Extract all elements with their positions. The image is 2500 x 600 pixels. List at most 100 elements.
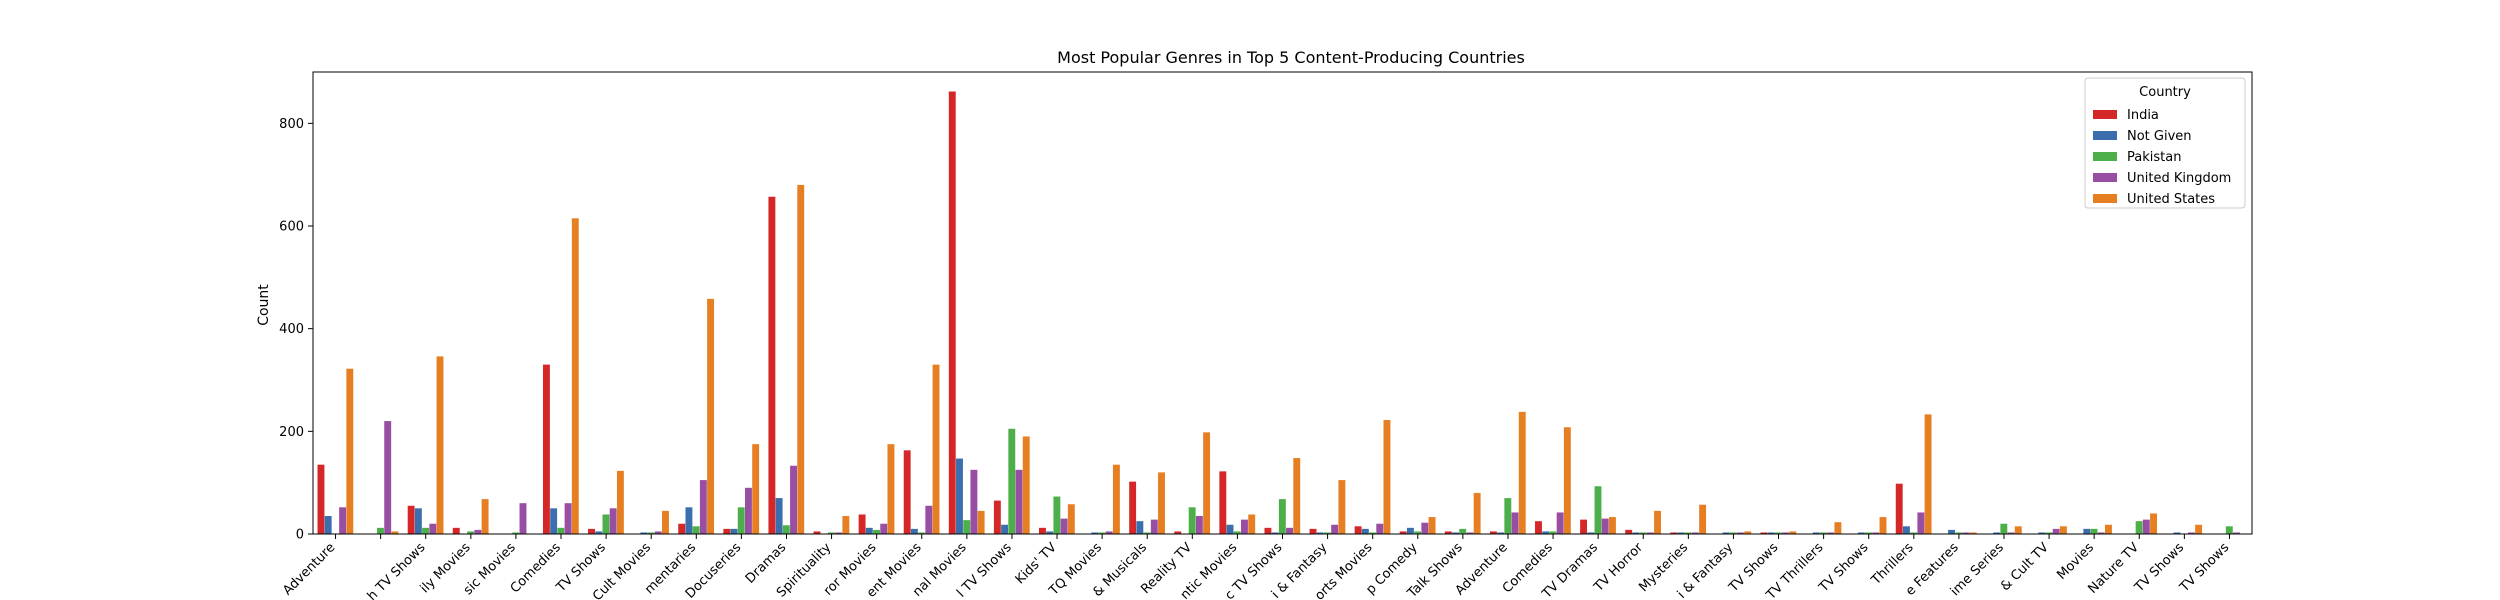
bar-united-kingdom-0 bbox=[339, 507, 347, 534]
bar-pakistan-21 bbox=[1278, 499, 1286, 534]
bar-united-kingdom-26 bbox=[1511, 512, 1519, 534]
bar-india-0 bbox=[317, 464, 325, 534]
bar-united-states-40 bbox=[2150, 513, 2157, 534]
bar-india-19 bbox=[1174, 531, 1182, 534]
bar-india-29 bbox=[1625, 529, 1633, 534]
bar-pakistan-36 bbox=[1955, 532, 1963, 534]
bar-united-states-7 bbox=[662, 510, 669, 534]
bar-pakistan-24 bbox=[1414, 531, 1422, 534]
bar-united-states-0 bbox=[346, 368, 354, 534]
bar-united-states-24 bbox=[1428, 517, 1436, 534]
bar-not-given-41 bbox=[2173, 532, 2181, 534]
legend-label-india: India bbox=[2127, 108, 2159, 123]
legend-swatch-india bbox=[2093, 110, 2117, 119]
x-tick-label: TV Shows bbox=[1816, 540, 1872, 596]
bar-india-11 bbox=[813, 531, 821, 534]
bar-united-kingdom-21 bbox=[1286, 527, 1294, 534]
bar-united-states-33 bbox=[1834, 522, 1842, 534]
bar-united-kingdom-33 bbox=[1827, 532, 1835, 534]
bar-united-kingdom-29 bbox=[1646, 532, 1654, 534]
bar-united-kingdom-15 bbox=[1015, 469, 1023, 534]
bar-not-given-30 bbox=[1677, 532, 1685, 534]
legend-label-not-given: Not Given bbox=[2127, 129, 2192, 144]
x-tick-label: Kids' TV bbox=[1013, 540, 1060, 587]
x-tick-label: h TV Shows bbox=[365, 540, 429, 600]
bar-pakistan-26 bbox=[1504, 498, 1512, 534]
bar-united-kingdom-27 bbox=[1556, 512, 1564, 534]
bar-not-given-23 bbox=[1361, 528, 1369, 534]
bar-india-6 bbox=[588, 528, 595, 534]
bar-united-states-16 bbox=[1067, 504, 1075, 534]
bar-united-kingdom-36 bbox=[1962, 532, 1970, 534]
bar-not-given-38 bbox=[2038, 532, 2046, 534]
bar-india-21 bbox=[1264, 527, 1272, 534]
bar-pakistan-4 bbox=[512, 532, 520, 534]
bar-united-states-25 bbox=[1473, 492, 1481, 534]
bar-pakistan-1 bbox=[377, 527, 384, 534]
bar-pakistan-25 bbox=[1459, 528, 1467, 534]
bar-united-states-2 bbox=[436, 356, 444, 534]
legend-swatch-united-states bbox=[2093, 194, 2117, 203]
bar-not-given-15 bbox=[1001, 524, 1009, 534]
bar-not-given-22 bbox=[1316, 532, 1324, 534]
bar-united-states-15 bbox=[1022, 436, 1030, 534]
legend-label-united-states: United States bbox=[2127, 192, 2215, 207]
x-tick-label: Adventure bbox=[280, 540, 338, 598]
y-axis-label: Count bbox=[256, 284, 272, 326]
bar-united-states-6 bbox=[616, 470, 624, 534]
bar-india-3 bbox=[452, 527, 460, 534]
bar-india-20 bbox=[1219, 471, 1227, 534]
bar-india-27 bbox=[1535, 521, 1542, 534]
bar-united-kingdom-35 bbox=[1917, 512, 1925, 534]
bar-india-16 bbox=[1039, 527, 1046, 534]
bar-united-kingdom-9 bbox=[744, 487, 752, 534]
bar-united-kingdom-18 bbox=[1150, 519, 1158, 534]
bar-united-kingdom-12 bbox=[880, 523, 888, 534]
bar-india-18 bbox=[1129, 481, 1137, 534]
bar-united-states-3 bbox=[481, 499, 489, 534]
bar-india-23 bbox=[1354, 526, 1362, 534]
bar-pakistan-7 bbox=[647, 532, 655, 534]
bar-india-22 bbox=[1309, 528, 1317, 534]
bar-united-kingdom-23 bbox=[1376, 523, 1384, 534]
bar-india-35 bbox=[1895, 483, 1903, 534]
bar-united-states-37 bbox=[2014, 526, 2022, 534]
bar-united-kingdom-38 bbox=[2052, 528, 2060, 534]
bar-pakistan-13 bbox=[918, 532, 926, 534]
bar-united-states-36 bbox=[1969, 532, 1977, 534]
chart-title: Most Popular Genres in Top 5 Content-Pro… bbox=[1057, 48, 1525, 67]
bar-not-given-21 bbox=[1271, 532, 1279, 534]
bar-united-kingdom-2 bbox=[429, 523, 437, 534]
y-tick-label: 200 bbox=[279, 425, 304, 440]
bar-pakistan-14 bbox=[963, 520, 971, 534]
bar-united-states-30 bbox=[1699, 504, 1707, 534]
y-tick-label: 0 bbox=[296, 528, 304, 543]
bar-pakistan-5 bbox=[557, 527, 565, 534]
bar-not-given-2 bbox=[414, 508, 422, 534]
bar-not-given-17 bbox=[1091, 532, 1099, 534]
legend: Country India Not Given Pakistan United King… bbox=[2084, 77, 2246, 209]
bar-united-states-14 bbox=[977, 510, 985, 534]
bar-india-15 bbox=[993, 500, 1001, 534]
legend-label-united-kingdom: United Kingdom bbox=[2127, 171, 2231, 186]
bar-india-9 bbox=[723, 528, 731, 534]
bar-not-given-24 bbox=[1406, 527, 1414, 534]
bar-india-8 bbox=[678, 523, 686, 534]
bar-united-states-18 bbox=[1158, 472, 1165, 534]
bar-united-states-22 bbox=[1338, 480, 1346, 534]
bar-india-2 bbox=[407, 505, 415, 534]
bar-united-states-34 bbox=[1879, 517, 1887, 534]
bar-india-5 bbox=[542, 364, 550, 534]
y-tick-label: 600 bbox=[279, 220, 304, 235]
x-tick-label: Movies bbox=[2054, 540, 2097, 583]
x-tick-label: TV Shows bbox=[2177, 540, 2233, 596]
bar-india-25 bbox=[1444, 531, 1452, 534]
bar-united-states-28 bbox=[1608, 517, 1616, 534]
bar-united-states-20 bbox=[1248, 514, 1256, 534]
y-tick-label: 400 bbox=[279, 322, 304, 337]
bar-united-kingdom-24 bbox=[1421, 522, 1429, 534]
bar-pakistan-18 bbox=[1143, 532, 1151, 534]
bar-not-given-8 bbox=[685, 507, 693, 534]
